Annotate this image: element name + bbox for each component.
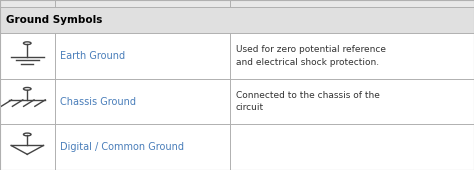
Text: Used for zero potential reference
and electrical shock protection.: Used for zero potential reference and el…	[236, 45, 385, 67]
Bar	[0, 124, 474, 170]
Bar	[0, 7, 474, 33]
Bar	[0, 33, 474, 79]
Text: Digital / Common Ground: Digital / Common Ground	[60, 142, 184, 152]
Bar	[0, 79, 474, 124]
Text: Earth Ground: Earth Ground	[60, 51, 125, 61]
Text: Connected to the chassis of the
circuit: Connected to the chassis of the circuit	[236, 91, 380, 112]
Text: Chassis Ground: Chassis Ground	[60, 97, 136, 107]
Text: Ground Symbols: Ground Symbols	[6, 15, 102, 25]
Bar	[0, 0, 474, 7]
